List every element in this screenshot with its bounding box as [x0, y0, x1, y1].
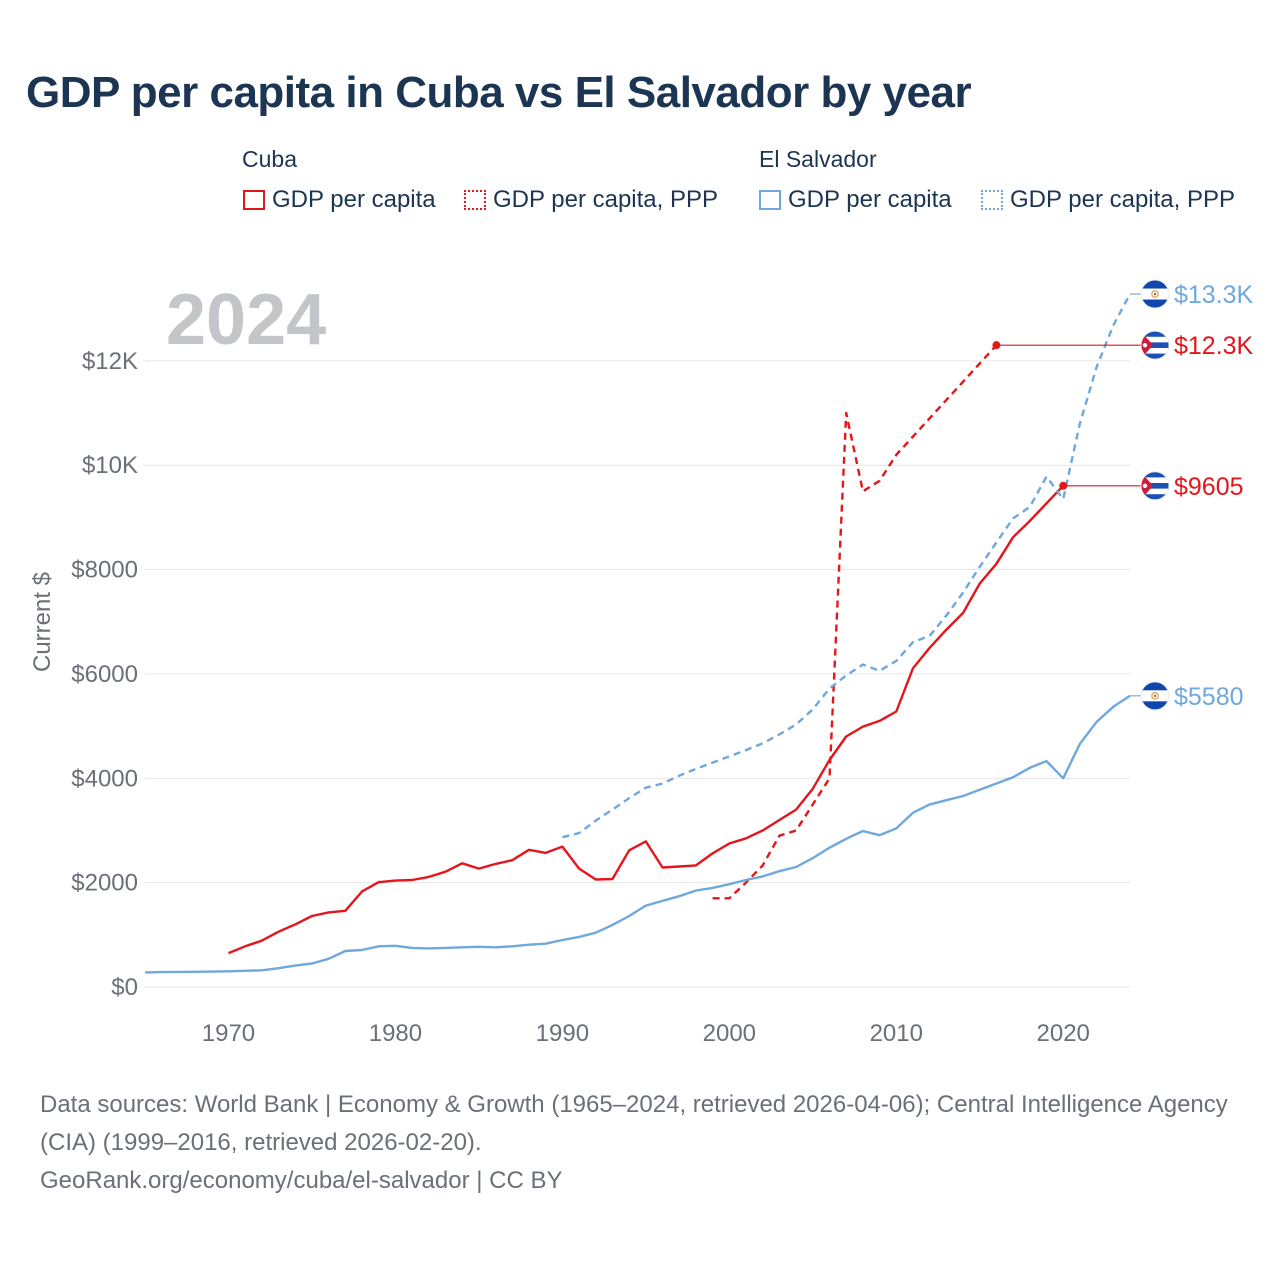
- series-lines: [144, 293, 1132, 974]
- credit-link[interactable]: GeoRank.org/economy/cuba/el-salvador | C…: [40, 1167, 563, 1194]
- y-tick-label: $0: [111, 974, 138, 1001]
- footer: Data sources: World Bank | Economy & Gro…: [40, 1086, 1240, 1200]
- x-tick-label: 1980: [369, 1020, 422, 1047]
- legend-label: GDP per capita: [272, 186, 436, 213]
- series-end-label: $13.3K: [1174, 281, 1254, 309]
- series-end-label: $12.3K: [1174, 332, 1254, 360]
- legend-label: GDP per capita: [788, 186, 952, 213]
- y-axis: $0 $2000 $4000 $6000 $8000 $10K $12K: [71, 348, 138, 1001]
- y-tick-label: $6000: [71, 661, 138, 688]
- legend-item-el-salvador-gdp-ppp[interactable]: GDP per capita, PPP: [981, 186, 1235, 214]
- el-salvador-flag-icon: [1140, 681, 1170, 711]
- el-salvador-flag-icon: [1140, 279, 1170, 309]
- series-end-label: $5580: [1174, 683, 1244, 711]
- legend-group-el-salvador: El Salvador: [759, 146, 877, 172]
- legend-label: GDP per capita, PPP: [493, 186, 718, 213]
- legend-item-cuba-gdp[interactable]: GDP per capita: [243, 186, 436, 214]
- legend-item-cuba-gdp-ppp[interactable]: GDP per capita, PPP: [464, 186, 718, 214]
- x-tick-label: 2020: [1037, 1020, 1090, 1047]
- x-axis: 1970 1980 1990 2000 2010 2020: [202, 1020, 1090, 1047]
- legend-item-el-salvador-gdp[interactable]: GDP per capita: [759, 186, 952, 214]
- legend-swatch-dotted: [464, 190, 486, 210]
- y-axis-title: Current $: [29, 572, 56, 672]
- chart-title: GDP per capita in Cuba vs El Salvador by…: [26, 68, 972, 117]
- y-tick-label: $10K: [82, 452, 138, 479]
- x-tick-label: 2000: [703, 1020, 756, 1047]
- cuba-flag-icon: [1140, 471, 1170, 501]
- legend-swatch-solid: [759, 190, 781, 210]
- series-line-el-salvador-gdp-per-capita-ppp: [562, 293, 1132, 839]
- series-line-el-salvador-gdp-per-capita: [144, 694, 1131, 974]
- legend-label: GDP per capita, PPP: [1010, 186, 1235, 213]
- series-line-cuba-gdp-per-capita: [228, 484, 1065, 955]
- gridlines: [145, 360, 1130, 988]
- x-tick-label: 2010: [870, 1020, 923, 1047]
- legend-swatch-solid: [243, 190, 265, 210]
- y-tick-label: $12K: [82, 348, 138, 375]
- year-label: 2024: [166, 280, 326, 360]
- y-tick-label: $8000: [71, 557, 138, 584]
- legend-swatch-dotted: [981, 190, 1003, 210]
- y-tick-label: $4000: [71, 765, 138, 792]
- series-line-cuba-gdp-per-capita-ppp: [712, 344, 998, 900]
- line-chart: $0$2000$4000$6000$8000$10K$12K 1970 1980 1…: [29, 279, 1254, 1047]
- legend-group-cuba: Cuba: [242, 146, 297, 172]
- end-labels: $9605 $12.3K $5580 $13.3K: [992, 279, 1254, 711]
- series-end-label: $9605: [1174, 473, 1244, 501]
- x-tick-label: 1990: [536, 1020, 589, 1047]
- x-tick-label: 1970: [202, 1020, 255, 1047]
- data-sources: Data sources: World Bank | Economy & Gro…: [40, 1091, 1228, 1156]
- y-tick-label: $2000: [71, 870, 138, 897]
- cuba-flag-icon: [1140, 330, 1170, 360]
